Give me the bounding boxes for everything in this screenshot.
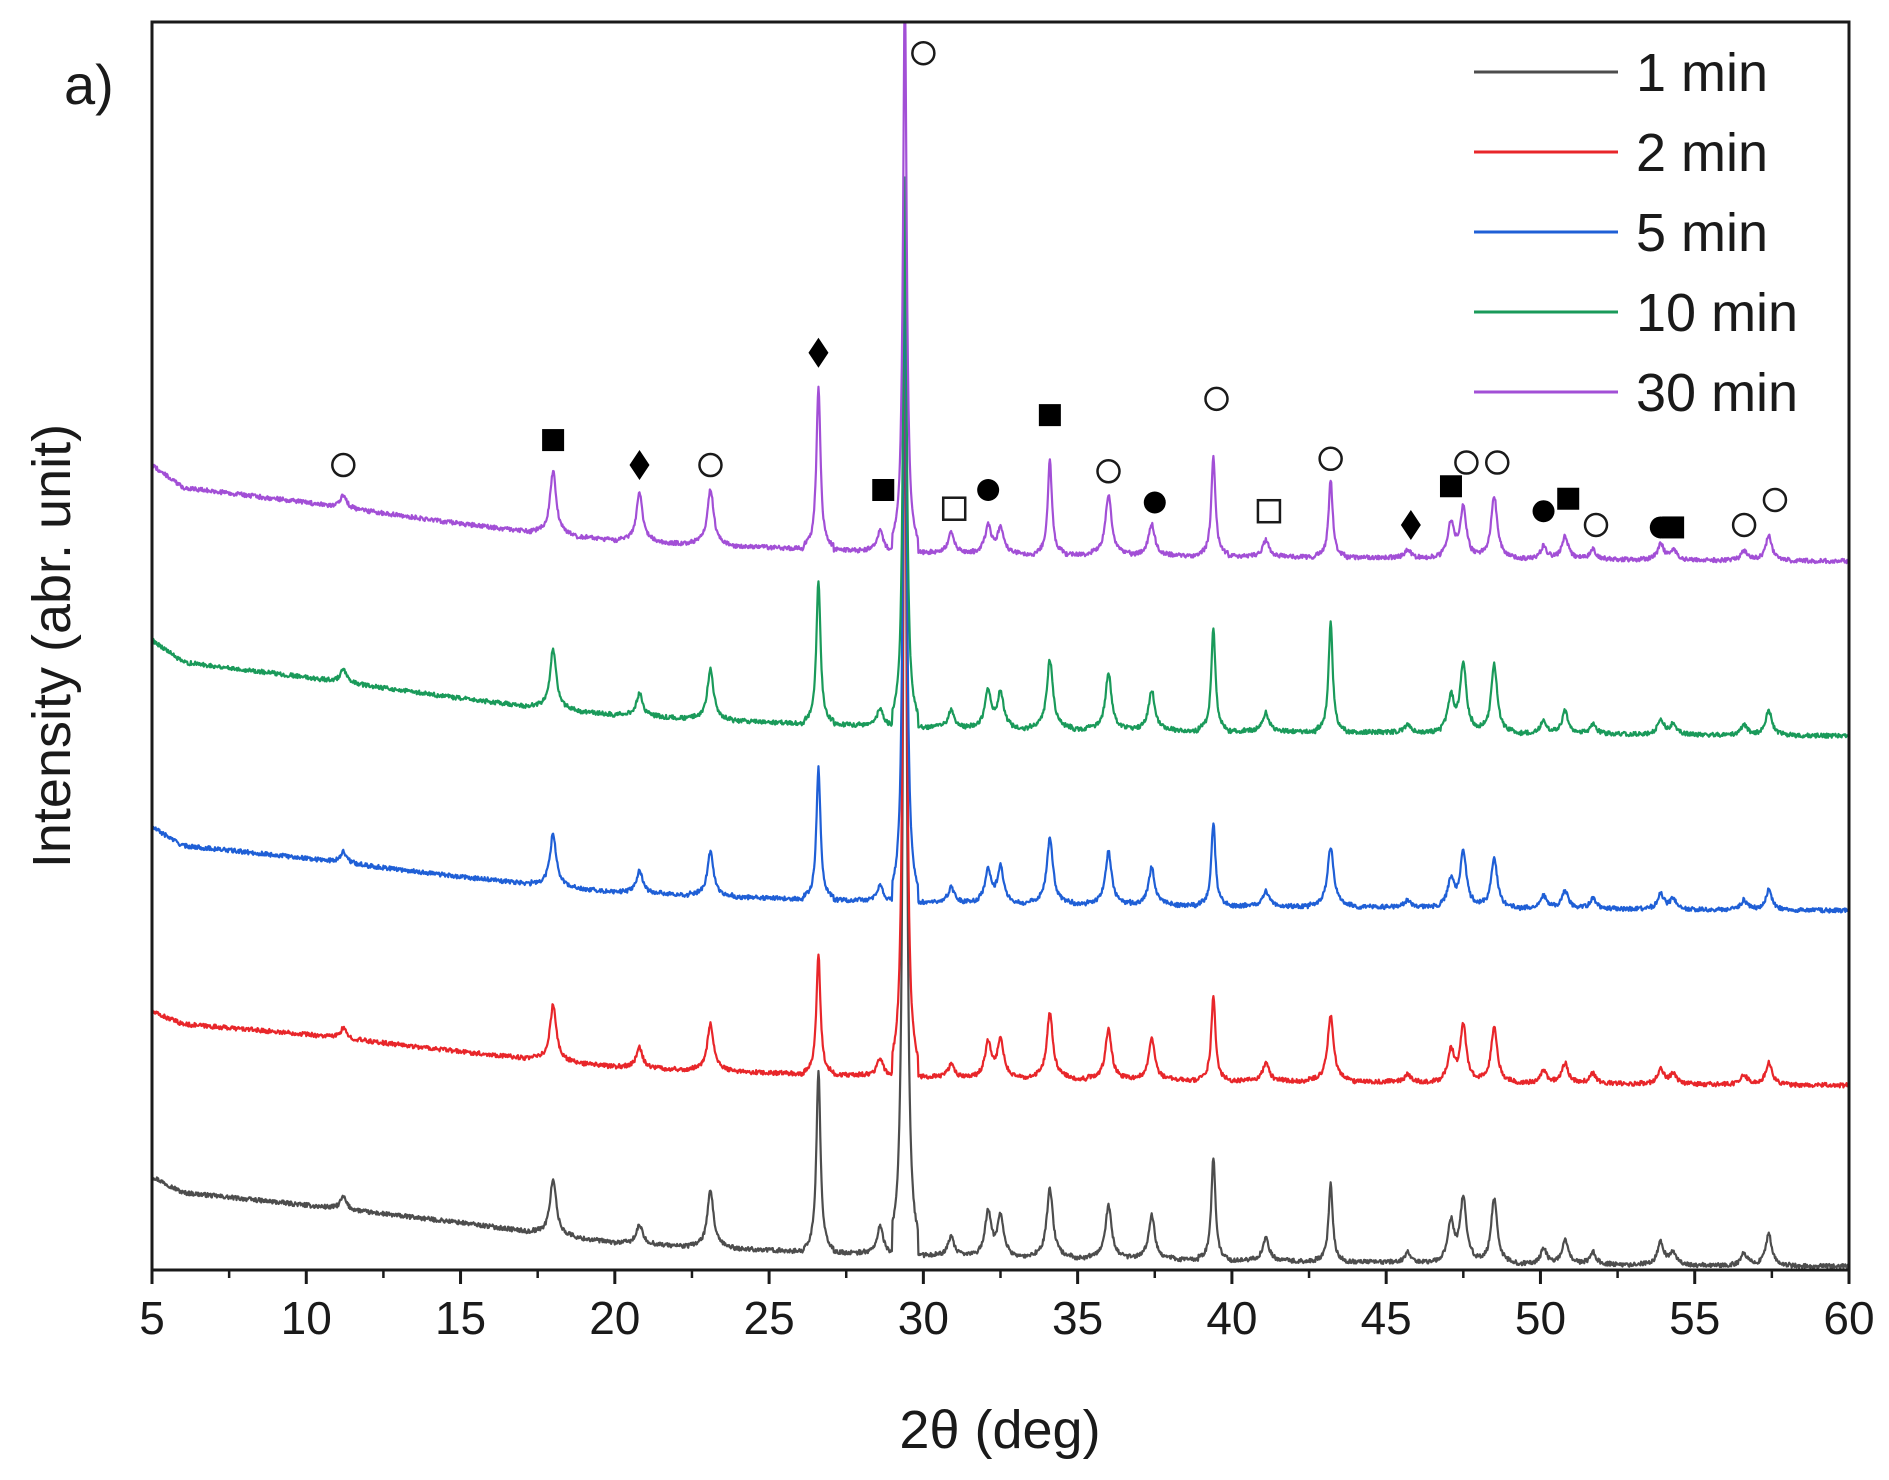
phase-marker-open-circle bbox=[1731, 512, 1757, 538]
legend-label-10-min: 10 min bbox=[1636, 283, 1798, 343]
x-tick-label: 40 bbox=[1206, 1292, 1257, 1344]
phase-marker-filled-square bbox=[1557, 487, 1580, 510]
x-tick-label: 5 bbox=[139, 1292, 165, 1344]
phase-marker-open-circle bbox=[1204, 386, 1229, 412]
phase-marker-filled-square bbox=[1439, 475, 1462, 498]
phase-marker-open-circle bbox=[331, 452, 356, 478]
x-tick-label: 45 bbox=[1361, 1292, 1412, 1344]
phase-marker-filled-square bbox=[542, 429, 565, 452]
series-line-10-min bbox=[152, 176, 1849, 739]
x-axis-ticks: 5 10 15 20 25 30 35 40 45 50 55 60 bbox=[139, 1270, 1875, 1344]
x-tick-label: 15 bbox=[435, 1292, 486, 1344]
x-tick-label: 25 bbox=[744, 1292, 795, 1344]
phase-marker-open-square bbox=[1256, 498, 1282, 524]
x-tick-label: 10 bbox=[281, 1292, 332, 1344]
x-tick-label: 30 bbox=[898, 1292, 949, 1344]
legend-label-5-min: 5 min bbox=[1636, 203, 1768, 263]
x-tick-label: 35 bbox=[1052, 1292, 1103, 1344]
series-line-1-min bbox=[152, 281, 1849, 1270]
phase-marker-filled-square bbox=[1038, 404, 1061, 427]
phase-marker-open-circle bbox=[698, 452, 723, 478]
series-layer bbox=[152, 22, 1849, 1270]
legend: 1 min 2 min 5 min 10 min 30 min bbox=[1474, 43, 1798, 423]
legend-label-1-min: 1 min bbox=[1636, 43, 1768, 103]
phase-marker-filled-circle bbox=[1532, 500, 1555, 523]
series-line-30-min bbox=[152, 22, 1849, 565]
x-tick-label: 50 bbox=[1515, 1292, 1566, 1344]
phase-marker-open-circle bbox=[1583, 512, 1609, 538]
phase-marker-open-circle bbox=[1318, 446, 1343, 472]
phase-marker-filled-circle bbox=[1143, 491, 1166, 514]
x-tick-label: 20 bbox=[589, 1292, 640, 1344]
phase-marker-open-circle bbox=[1096, 459, 1121, 484]
x-tick-label: 60 bbox=[1823, 1292, 1874, 1344]
phase-marker-filled-diamond bbox=[808, 337, 829, 368]
x-axis-title: 2θ (deg) bbox=[899, 1400, 1100, 1460]
legend-label-30-min: 30 min bbox=[1636, 363, 1798, 423]
series-line-2-min bbox=[152, 263, 1849, 1089]
phase-marker-filled-circle bbox=[977, 479, 1000, 501]
x-tick-label: 55 bbox=[1669, 1292, 1720, 1344]
series-line-5-min bbox=[152, 215, 1849, 914]
phase-marker-filled-diamond bbox=[629, 450, 650, 481]
phase-marker-open-circle bbox=[911, 40, 936, 66]
phase-marker-filled-diamond bbox=[1400, 509, 1421, 540]
phase-marker-open-circle bbox=[1762, 487, 1788, 513]
phase-marker-filled-square bbox=[872, 479, 895, 501]
phase-marker-open-circle bbox=[1485, 450, 1510, 475]
y-axis-title: Intensity (abr. unit) bbox=[22, 424, 82, 868]
phase-marker-filled-square bbox=[1662, 516, 1685, 539]
phase-marker-layer bbox=[331, 40, 1788, 540]
legend-label-2-min: 2 min bbox=[1636, 123, 1768, 183]
panel-label: a) bbox=[64, 53, 114, 116]
phase-marker-open-square bbox=[941, 496, 967, 521]
phase-marker-open-circle bbox=[1454, 450, 1479, 475]
